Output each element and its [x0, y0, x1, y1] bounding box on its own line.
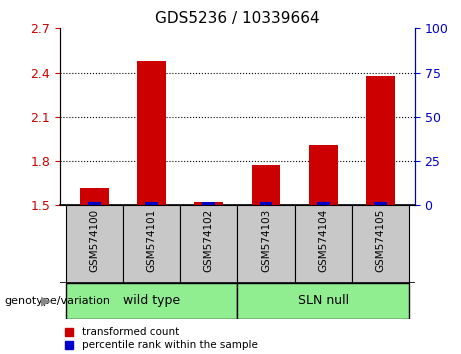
Text: GSM574101: GSM574101 — [147, 209, 157, 273]
Bar — [202, 202, 215, 205]
Bar — [237, 283, 409, 319]
Text: genotype/variation: genotype/variation — [5, 296, 111, 306]
Text: GSM574102: GSM574102 — [204, 209, 214, 273]
Text: GSM574104: GSM574104 — [318, 209, 328, 273]
Legend: transformed count, percentile rank within the sample: transformed count, percentile rank withi… — [65, 327, 258, 350]
Bar — [366, 75, 395, 205]
Bar — [352, 205, 409, 283]
Bar — [123, 205, 180, 283]
Bar — [145, 202, 158, 205]
Bar — [180, 205, 237, 283]
Text: wild type: wild type — [123, 295, 180, 307]
Bar — [374, 202, 387, 205]
Bar — [137, 61, 166, 205]
Bar — [252, 166, 280, 205]
Text: ▶: ▶ — [41, 295, 51, 307]
Bar — [260, 202, 272, 205]
Text: GSM574100: GSM574100 — [89, 209, 99, 272]
Bar — [317, 202, 330, 205]
Bar — [309, 145, 337, 205]
Bar — [295, 205, 352, 283]
Text: SLN null: SLN null — [298, 295, 349, 307]
Bar — [195, 202, 223, 205]
Bar — [65, 205, 123, 283]
Title: GDS5236 / 10339664: GDS5236 / 10339664 — [155, 11, 320, 26]
Text: GSM574105: GSM574105 — [376, 209, 385, 273]
Bar — [80, 188, 109, 205]
Bar — [88, 202, 100, 205]
Text: GSM574103: GSM574103 — [261, 209, 271, 273]
Bar — [65, 283, 237, 319]
Bar — [237, 205, 295, 283]
